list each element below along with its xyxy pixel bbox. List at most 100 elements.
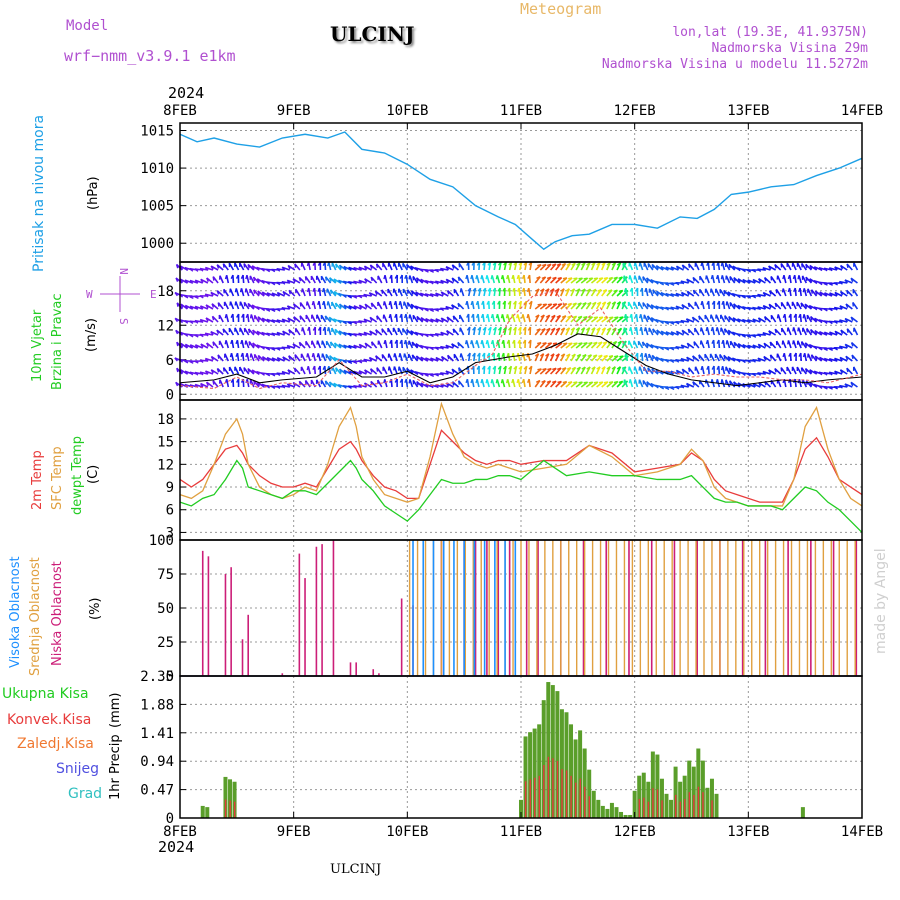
- wind-arrowhead: [762, 371, 767, 375]
- wind-arrowhead: [281, 307, 286, 311]
- wind-arrowhead: [394, 313, 397, 318]
- wind-arrowhead: [818, 319, 823, 324]
- wind-arrowhead: [234, 288, 237, 293]
- wind-arrowhead: [189, 280, 194, 284]
- wind-arrowhead: [638, 314, 642, 319]
- y-tick-label: 1000: [140, 236, 174, 252]
- wind-arrowhead: [338, 264, 342, 270]
- wind-arrowhead: [439, 346, 444, 350]
- wind-arrowhead: [497, 287, 501, 292]
- wind-arrowhead: [381, 289, 384, 294]
- wind-arrowhead: [358, 332, 363, 337]
- wind-arrowhead: [369, 330, 373, 335]
- wind-arrowhead: [711, 365, 715, 370]
- wind-arrowhead: [601, 301, 606, 305]
- wind-arrowhead: [540, 314, 545, 318]
- wind-arrowhead: [399, 378, 403, 383]
- wind-arrowhead: [287, 369, 291, 374]
- wind-arrowhead: [381, 328, 384, 333]
- wind-arrowhead: [430, 318, 434, 323]
- wind-arrowhead: [651, 355, 655, 360]
- wind-arrowhead: [276, 357, 281, 362]
- wind-arrowhead: [286, 279, 291, 284]
- wind-arrowhead: [646, 277, 649, 282]
- wind-arrowhead: [623, 313, 627, 319]
- wind-arrowhead: [434, 269, 439, 273]
- wind-arrowhead: [757, 372, 762, 376]
- wind-arrowhead: [501, 352, 505, 358]
- wind-arrowhead: [517, 326, 522, 331]
- wind-arrowhead: [536, 328, 541, 331]
- wind-arrowhead: [828, 267, 833, 272]
- wind-arrowhead: [536, 276, 541, 279]
- wind-arrowhead: [757, 333, 762, 338]
- wind-arrowhead: [240, 274, 244, 279]
- wind-arrowhead: [424, 373, 429, 377]
- wind-arrowhead: [184, 267, 189, 271]
- wind-arrowhead: [420, 317, 424, 322]
- wind-arrowhead: [535, 288, 540, 292]
- wind-arrowhead: [550, 327, 556, 331]
- wind-arrowhead: [434, 308, 440, 312]
- wind-arrowhead: [352, 295, 358, 299]
- wind-arrowhead: [495, 275, 498, 280]
- wind-arrowhead: [655, 356, 659, 361]
- wind-arrowhead: [686, 356, 690, 362]
- wind-arrowhead: [542, 263, 547, 267]
- wind-arrowhead: [506, 339, 510, 344]
- wind-arrowhead: [518, 300, 522, 305]
- wind-arrowhead: [322, 326, 326, 331]
- wind-arrowhead: [539, 353, 545, 357]
- precip-convective-bar: [233, 801, 236, 818]
- wind-arrowhead: [844, 343, 849, 349]
- wind-arrowhead: [675, 293, 680, 297]
- wind-arrowhead: [802, 314, 805, 319]
- wind-arrowhead: [805, 276, 808, 282]
- wind-arrowhead: [521, 314, 524, 319]
- wind-arrowhead: [398, 353, 401, 358]
- wind-arrowhead: [298, 277, 302, 282]
- wind-arrowhead: [194, 296, 199, 299]
- wind-arrowhead: [394, 339, 398, 344]
- wind-arrowhead: [294, 263, 297, 268]
- wind-arrowhead: [414, 305, 419, 310]
- wind-arrowhead: [393, 300, 397, 306]
- precip-bar: [628, 814, 633, 818]
- wind-arrowhead: [568, 277, 573, 280]
- wind-arrowhead: [720, 379, 723, 384]
- wind-arrowhead: [306, 287, 310, 293]
- wind-arrowhead: [552, 380, 557, 384]
- wind-arrowhead: [823, 267, 828, 272]
- wind-arrowhead: [358, 344, 363, 349]
- wind-arrowhead: [497, 326, 502, 331]
- wind-arrowhead: [403, 339, 407, 345]
- wind-arrowhead: [588, 316, 593, 319]
- wind-arrowhead: [596, 301, 602, 305]
- wind-arrowhead: [293, 303, 296, 308]
- wind-arrowhead: [833, 386, 838, 390]
- wind-arrowhead: [451, 304, 455, 309]
- wind-arrowhead: [716, 300, 720, 305]
- wind-arrowhead: [681, 304, 685, 309]
- wind-arrowhead: [818, 347, 823, 351]
- wind-arrowhead: [746, 319, 751, 324]
- wind-arrowhead: [716, 365, 720, 370]
- wind-arrowhead: [757, 268, 762, 273]
- wind-arrowhead: [352, 321, 358, 325]
- wind-arrowhead: [252, 329, 255, 335]
- y-tick-label: 0: [166, 387, 174, 403]
- wind-arrowhead: [261, 291, 265, 296]
- wind-arrowhead: [347, 281, 352, 285]
- wind-arrowhead: [415, 277, 419, 282]
- wind-arrowhead: [720, 366, 724, 371]
- wind-arrowhead: [839, 357, 843, 362]
- precip-convective-bar: [529, 779, 531, 818]
- precip-bar: [555, 691, 560, 818]
- wind-arrowhead: [506, 275, 509, 280]
- precip-convective-bar: [588, 796, 590, 818]
- wind-arrowhead: [736, 358, 741, 363]
- wind-arrowhead: [505, 379, 509, 384]
- wind-arrowhead: [691, 316, 695, 322]
- wind-arrowhead: [828, 283, 833, 286]
